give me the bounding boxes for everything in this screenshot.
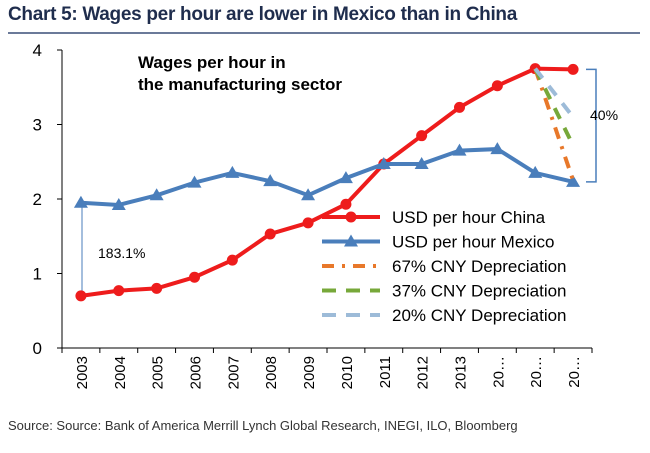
x-tick-label: 2009: [301, 356, 318, 389]
data-point: [454, 101, 465, 113]
legend-label: 67% CNY Depreciation: [392, 257, 567, 276]
data-point: [566, 174, 581, 187]
data-point: [113, 285, 125, 297]
x-tick-label: 2010: [339, 356, 356, 389]
data-point: [491, 80, 503, 92]
data-point: [302, 217, 314, 229]
chart-title: Chart 5: Wages per hour are lower in Mex…: [8, 4, 518, 25]
legend-label: 37% CNY Depreciation: [392, 282, 567, 301]
x-tick-label: 2005: [150, 356, 167, 389]
title-rule: [8, 32, 640, 34]
legend-marker: [344, 234, 358, 247]
data-point: [189, 271, 200, 283]
data-point: [340, 198, 352, 210]
data-point: [376, 156, 391, 169]
series-line-0: [80, 66, 574, 298]
y-tick-label: 3: [33, 116, 42, 135]
data-point: [567, 63, 579, 75]
data-point: [490, 142, 505, 155]
bracket-40: [586, 68, 597, 183]
annotation-40: 40%: [590, 107, 618, 123]
y-tick-label: 4: [33, 41, 42, 60]
x-tick-label: 20…: [528, 356, 545, 388]
data-point: [111, 197, 126, 210]
data-point: [149, 188, 164, 201]
data-point: [414, 156, 429, 169]
x-tick-label: 2006: [188, 356, 205, 389]
x-tick-label: 2013: [453, 356, 470, 389]
x-tick-label: 2004: [112, 356, 129, 389]
data-point: [75, 290, 87, 302]
data-point: [301, 188, 316, 201]
data-point: [73, 195, 88, 208]
x-tick-label: 2003: [74, 356, 91, 389]
y-tick-label: 0: [33, 339, 42, 358]
data-point: [338, 171, 353, 184]
series-line-1: [80, 147, 574, 207]
legend-label: 20% CNY Depreciation: [392, 306, 567, 325]
x-tick-label: 2011: [377, 356, 394, 388]
data-point: [528, 165, 543, 178]
y-tick-label: 2: [33, 190, 42, 209]
annotation-183: 183.1%: [98, 245, 145, 261]
x-tick-label: 20…: [566, 356, 583, 388]
series-line-2: [533, 67, 575, 182]
x-tick-label: 2007: [225, 356, 242, 389]
series-line-3: [533, 67, 575, 147]
legend-label: USD per hour Mexico: [392, 233, 555, 252]
data-point: [452, 143, 467, 156]
data-point: [264, 228, 276, 240]
x-tick-label: 20…: [490, 356, 507, 388]
data-point: [226, 254, 238, 266]
x-tick-label: 2012: [415, 356, 432, 389]
legend-label: USD per hour China: [392, 208, 546, 227]
data-point: [263, 174, 278, 187]
y-tick-label: 1: [33, 265, 42, 284]
source-note: Source: Source: Bank of America Merrill …: [8, 418, 518, 433]
data-point: [225, 165, 240, 178]
data-point: [416, 130, 428, 142]
x-tick-label: 2008: [263, 356, 280, 389]
chart-subtitle: Wages per hour in the manufacturing secto…: [138, 53, 342, 94]
series-line-4: [533, 67, 575, 119]
legend-marker: [345, 211, 357, 223]
data-point: [151, 282, 163, 294]
data-point: [187, 175, 202, 188]
